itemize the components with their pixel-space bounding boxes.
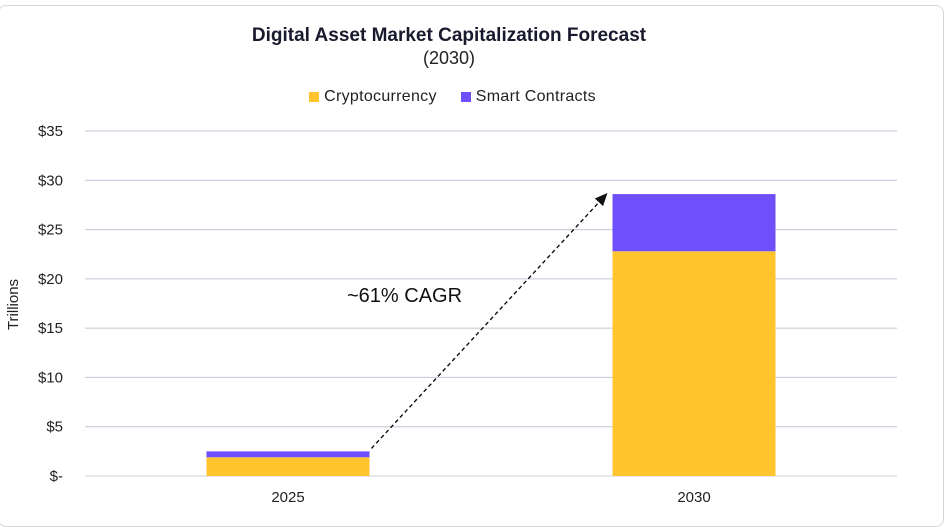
y-tick-label: $15 (38, 320, 63, 337)
y-tick-label: $- (50, 468, 63, 485)
x-tick-label: 2030 (677, 489, 710, 506)
y-tick-label: $20 (38, 271, 63, 288)
y-tick-label: $10 (38, 369, 63, 386)
cagr-annotation: ~61% CAGR (347, 285, 463, 307)
chart-subtitle: (2030) (422, 48, 476, 68)
legend-item-cryptocurrency: Cryptocurrency (309, 88, 437, 106)
bar-smart-contracts-2025 (206, 451, 370, 458)
y-tick-label: $35 (38, 123, 63, 140)
legend: Cryptocurrency Smart Contracts (0, 88, 905, 106)
cagr-arrow (370, 193, 608, 449)
chart-card (0, 5, 944, 527)
legend-swatch (460, 92, 471, 102)
bar-cryptocurrency-2025 (206, 457, 370, 476)
x-tick-label: 2025 (271, 489, 304, 506)
y-tick-label: $25 (38, 222, 63, 239)
legend-item-smart-contracts: Smart Contracts (460, 88, 596, 106)
bar-cryptocurrency-2030 (612, 251, 776, 476)
legend-swatch (309, 92, 320, 102)
chart-plot: $- $5 $10 $15 $20 $25 $30 $35 2025 2030 (38, 123, 897, 506)
bar-smart-contracts-2030 (612, 194, 776, 252)
legend-label: Smart Contracts (475, 88, 596, 105)
y-tick-label: $30 (38, 172, 63, 189)
y-tick-label: $5 (46, 419, 63, 436)
legend-label: Cryptocurrency (324, 88, 437, 105)
chart-title: Digital Asset Market Capitalization Fore… (251, 25, 647, 46)
